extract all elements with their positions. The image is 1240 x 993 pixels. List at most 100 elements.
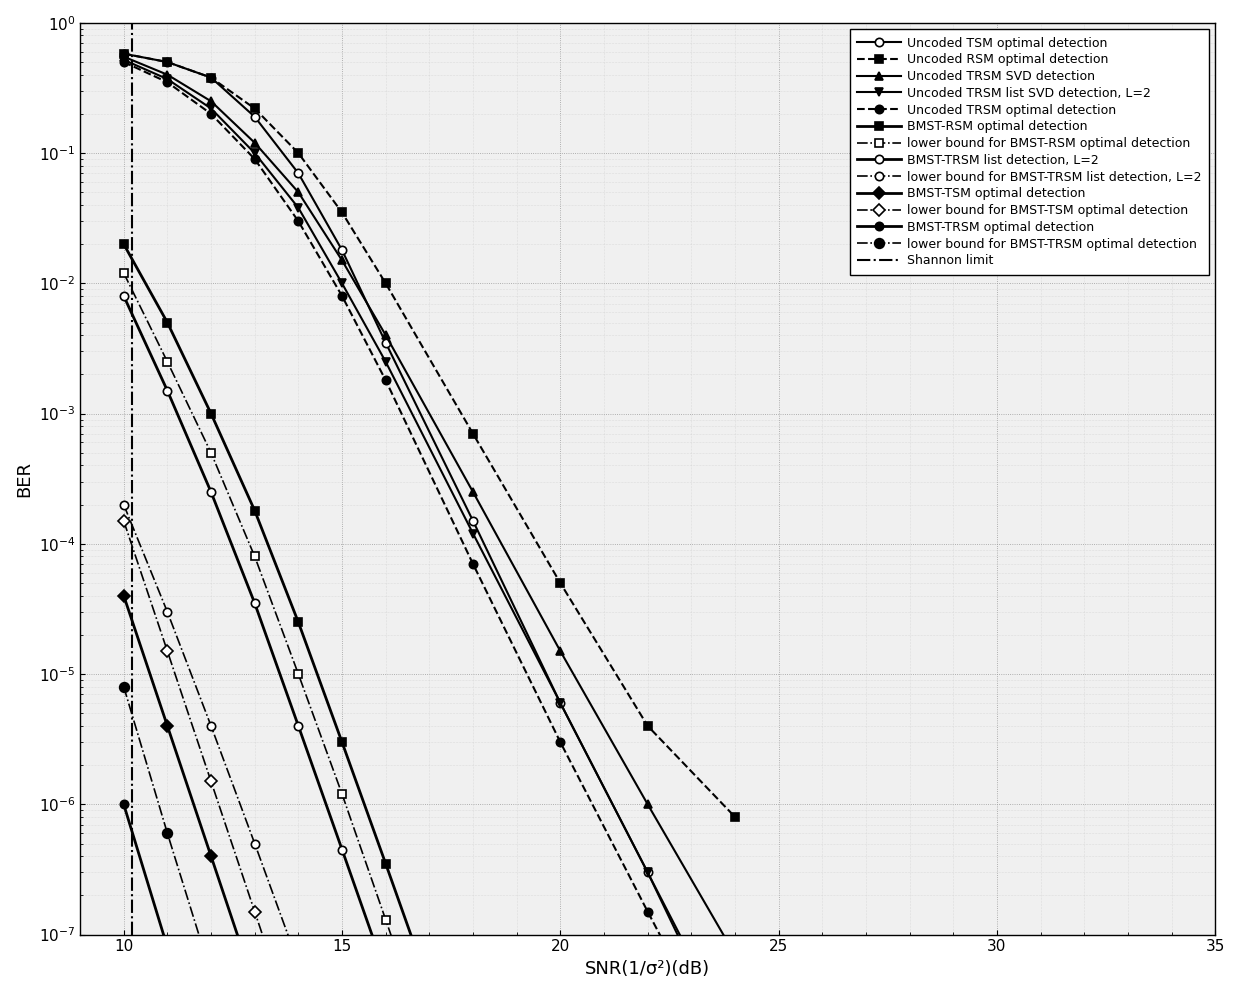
lower bound for BMST-TSM optimal detection [117, 515, 131, 527]
Uncoded TRSM SVD detection [640, 798, 655, 810]
Line: lower bound for BMST-TRSM optimal detection: lower bound for BMST-TRSM optimal detect… [119, 682, 259, 993]
Uncoded TRSM optimal detection [117, 56, 131, 68]
Line: BMST-RSM optimal detection: BMST-RSM optimal detection [119, 240, 739, 993]
Uncoded TRSM optimal detection [640, 906, 655, 918]
Line: lower bound for BMST-TRSM list detection, L=2: lower bound for BMST-TRSM list detection… [119, 500, 346, 993]
BMST-TRSM list detection, L=2 [203, 486, 218, 497]
lower bound for BMST-TSM optimal detection [203, 776, 218, 787]
Uncoded RSM optimal detection [247, 102, 262, 114]
Line: BMST-TRSM optimal detection: BMST-TRSM optimal detection [119, 800, 303, 993]
Uncoded TRSM optimal detection [203, 108, 218, 120]
Uncoded TRSM optimal detection [553, 736, 568, 748]
Line: Uncoded TRSM SVD detection: Uncoded TRSM SVD detection [119, 53, 739, 959]
lower bound for BMST-TRSM list detection, L=2 [160, 606, 175, 618]
lower bound for BMST-RSM optimal detection [335, 788, 350, 800]
Uncoded TRSM SVD detection [160, 69, 175, 80]
Uncoded TRSM list SVD detection, L=2 [160, 73, 175, 85]
Uncoded TRSM SVD detection [291, 187, 306, 199]
BMST-TRSM list detection, L=2 [160, 384, 175, 396]
Line: Uncoded TRSM optimal detection: Uncoded TRSM optimal detection [119, 58, 739, 993]
Uncoded TRSM SVD detection [117, 51, 131, 63]
BMST-TSM optimal detection [117, 590, 131, 602]
Uncoded TSM optimal detection [335, 244, 350, 256]
Uncoded TSM optimal detection [160, 56, 175, 68]
lower bound for BMST-TRSM list detection, L=2 [203, 720, 218, 732]
Uncoded TRSM SVD detection [335, 254, 350, 266]
Line: Uncoded RSM optimal detection: Uncoded RSM optimal detection [119, 50, 739, 821]
Legend: Uncoded TSM optimal detection, Uncoded RSM optimal detection, Uncoded TRSM SVD d: Uncoded TSM optimal detection, Uncoded R… [849, 29, 1209, 275]
Uncoded TRSM list SVD detection, L=2 [291, 202, 306, 213]
lower bound for BMST-TRSM optimal detection [203, 968, 218, 980]
Uncoded TSM optimal detection [640, 867, 655, 879]
Uncoded RSM optimal detection [378, 277, 393, 289]
Line: BMST-TSM optimal detection: BMST-TSM optimal detection [119, 592, 346, 993]
Uncoded TRSM list SVD detection, L=2 [465, 527, 480, 539]
BMST-RSM optimal detection [247, 504, 262, 516]
BMST-TSM optimal detection [203, 850, 218, 862]
Uncoded TSM optimal detection [378, 337, 393, 349]
BMST-TRSM optimal detection [160, 941, 175, 953]
Uncoded RSM optimal detection [335, 207, 350, 218]
Line: lower bound for BMST-RSM optimal detection: lower bound for BMST-RSM optimal detecti… [119, 269, 739, 993]
Uncoded TSM optimal detection [553, 697, 568, 709]
BMST-TRSM list detection, L=2 [291, 720, 306, 732]
lower bound for BMST-RSM optimal detection [117, 267, 131, 279]
Uncoded TSM optimal detection [203, 71, 218, 83]
Uncoded TRSM optimal detection [378, 374, 393, 386]
Uncoded TRSM optimal detection [160, 76, 175, 88]
BMST-RSM optimal detection [378, 858, 393, 870]
Uncoded RSM optimal detection [203, 71, 218, 83]
Uncoded TRSM list SVD detection, L=2 [203, 102, 218, 114]
Uncoded TSM optimal detection [465, 515, 480, 527]
BMST-RSM optimal detection [203, 408, 218, 420]
BMST-RSM optimal detection [160, 317, 175, 329]
Uncoded TRSM SVD detection [728, 948, 743, 960]
BMST-TSM optimal detection [247, 980, 262, 992]
lower bound for BMST-TRSM list detection, L=2 [291, 957, 306, 969]
lower bound for BMST-RSM optimal detection [203, 447, 218, 459]
Uncoded TRSM list SVD detection, L=2 [247, 147, 262, 159]
Uncoded TSM optimal detection [117, 48, 131, 60]
Line: Uncoded TRSM list SVD detection, L=2: Uncoded TRSM list SVD detection, L=2 [119, 56, 739, 993]
Uncoded RSM optimal detection [291, 147, 306, 159]
Uncoded TRSM SVD detection [465, 486, 480, 497]
BMST-TRSM list detection, L=2 [117, 290, 131, 302]
lower bound for BMST-TSM optimal detection [160, 645, 175, 657]
Y-axis label: BER: BER [15, 461, 33, 496]
Uncoded TRSM list SVD detection, L=2 [335, 277, 350, 289]
Line: Uncoded TSM optimal detection: Uncoded TSM optimal detection [119, 50, 739, 993]
Uncoded TRSM list SVD detection, L=2 [378, 355, 393, 367]
Uncoded RSM optimal detection [728, 811, 743, 823]
lower bound for BMST-TRSM optimal detection [117, 681, 131, 693]
Uncoded TRSM SVD detection [247, 137, 262, 149]
Uncoded RSM optimal detection [117, 48, 131, 60]
Uncoded TRSM SVD detection [378, 330, 393, 342]
X-axis label: SNR(1/σ²)(dB): SNR(1/σ²)(dB) [585, 960, 711, 978]
Uncoded TSM optimal detection [247, 111, 262, 123]
BMST-RSM optimal detection [335, 736, 350, 748]
lower bound for BMST-RSM optimal detection [247, 550, 262, 562]
lower bound for BMST-RSM optimal detection [291, 668, 306, 680]
Line: lower bound for BMST-TSM optimal detection: lower bound for BMST-TSM optimal detecti… [119, 516, 346, 993]
lower bound for BMST-TRSM optimal detection [160, 827, 175, 839]
BMST-TRSM list detection, L=2 [247, 597, 262, 609]
lower bound for BMST-TRSM list detection, L=2 [247, 837, 262, 849]
BMST-TRSM list detection, L=2 [335, 843, 350, 855]
Uncoded TRSM optimal detection [465, 558, 480, 570]
Uncoded TRSM list SVD detection, L=2 [640, 867, 655, 879]
lower bound for BMST-TSM optimal detection [247, 906, 262, 918]
Uncoded RSM optimal detection [160, 56, 175, 68]
Uncoded TRSM optimal detection [247, 153, 262, 165]
Uncoded RSM optimal detection [553, 577, 568, 589]
Line: BMST-TRSM list detection, L=2: BMST-TRSM list detection, L=2 [119, 292, 739, 993]
Uncoded TRSM list SVD detection, L=2 [553, 697, 568, 709]
lower bound for BMST-RSM optimal detection [160, 355, 175, 367]
BMST-TRSM list detection, L=2 [378, 968, 393, 980]
BMST-RSM optimal detection [117, 238, 131, 250]
Uncoded TRSM SVD detection [553, 645, 568, 657]
Uncoded TRSM optimal detection [291, 215, 306, 227]
Uncoded TSM optimal detection [291, 167, 306, 179]
BMST-RSM optimal detection [291, 617, 306, 629]
Uncoded TRSM SVD detection [203, 95, 218, 107]
Uncoded RSM optimal detection [640, 720, 655, 732]
